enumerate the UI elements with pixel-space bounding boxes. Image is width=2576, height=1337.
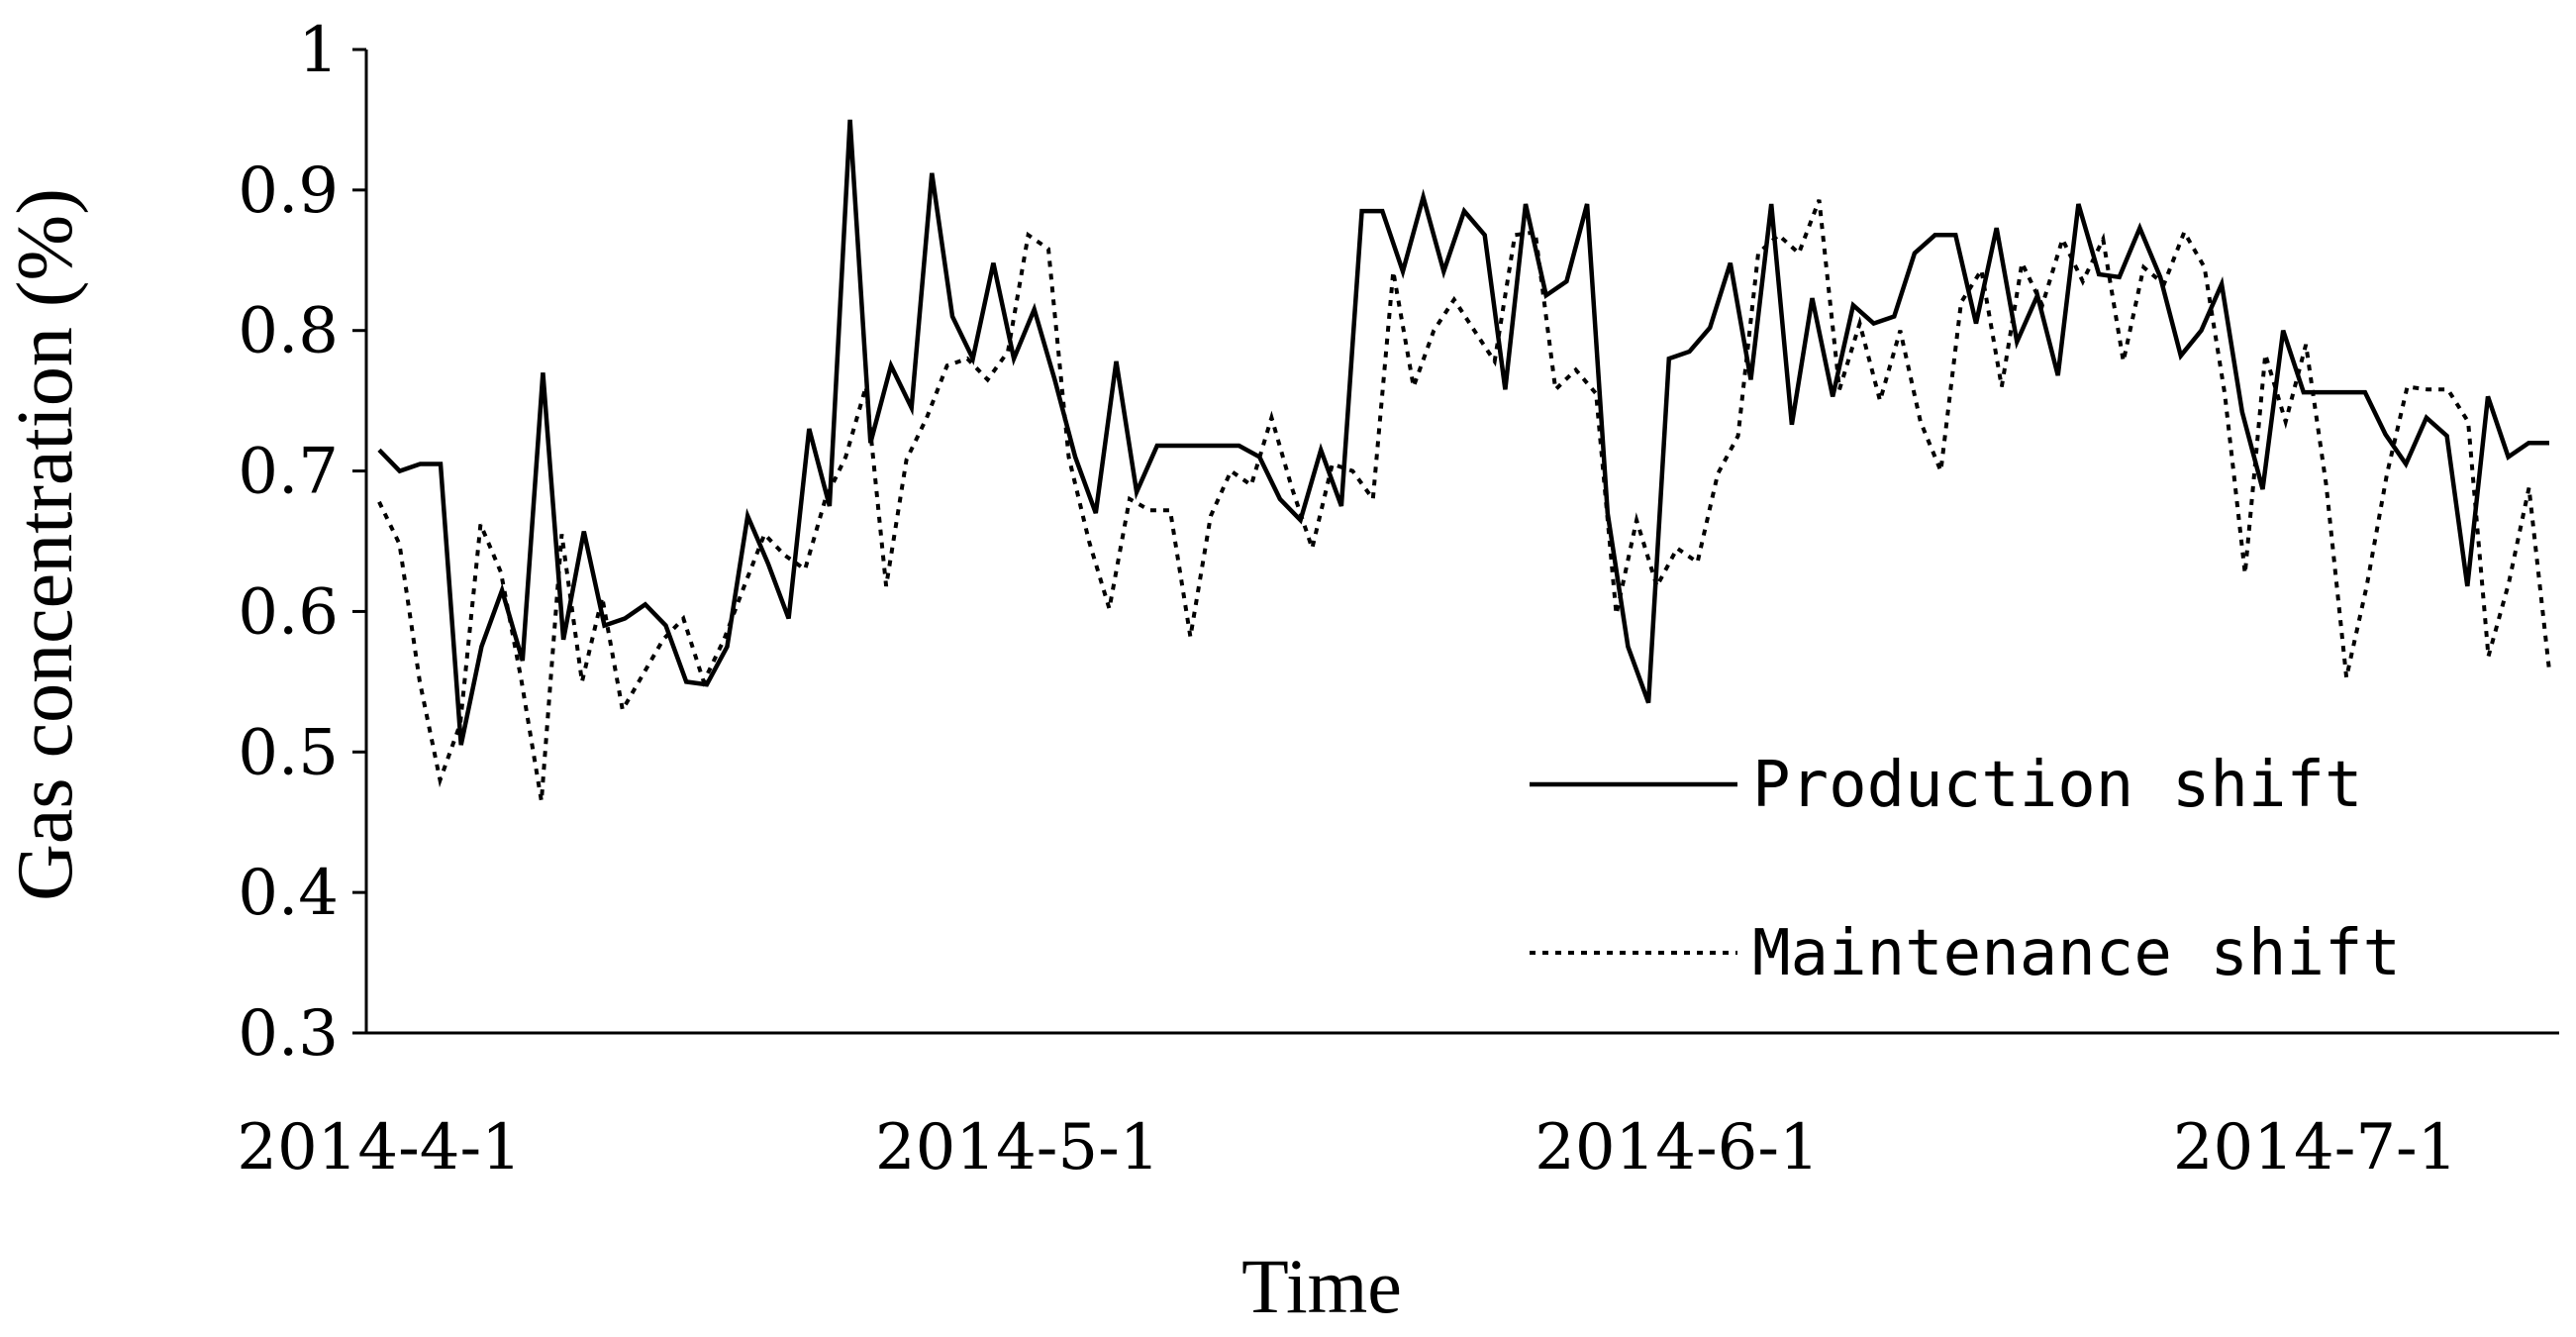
x-axis-title: Time [1241,1243,1402,1329]
series-line-production-shift [377,119,2549,746]
series-line-maintenance-shift [377,199,2551,802]
series-group [377,119,2551,802]
y-tick-label: 0.5 [238,716,339,789]
y-tick-label: 0.4 [238,857,339,930]
y-tick-label: 0.6 [238,575,339,649]
legend: Production shift Maintenance shift [1530,749,2401,990]
x-ticks: 2014-4-1 2014-5-1 2014-6-1 2014-7-1 [237,1111,2457,1184]
y-axis-title: Gas concentration (%) [2,188,89,901]
x-tick-label: 2014-5-1 [875,1111,1160,1184]
y-tick-label: 0.9 [238,154,339,228]
x-tick-label: 2014-4-1 [237,1111,522,1184]
x-tick-label: 2014-7-1 [2173,1111,2458,1184]
y-tick-label: 0.8 [238,295,339,368]
y-tick-label: 0.3 [238,997,339,1071]
x-tick-label: 2014-6-1 [1535,1111,1820,1184]
y-tick-label: 0.7 [238,436,339,509]
legend-label: Maintenance shift [1752,917,2401,990]
legend-label: Production shift [1752,749,2363,822]
y-ticks: 0.3 0.4 0.5 0.6 0.7 0.8 0.9 1 [238,14,366,1071]
y-tick-label: 1 [298,14,339,87]
